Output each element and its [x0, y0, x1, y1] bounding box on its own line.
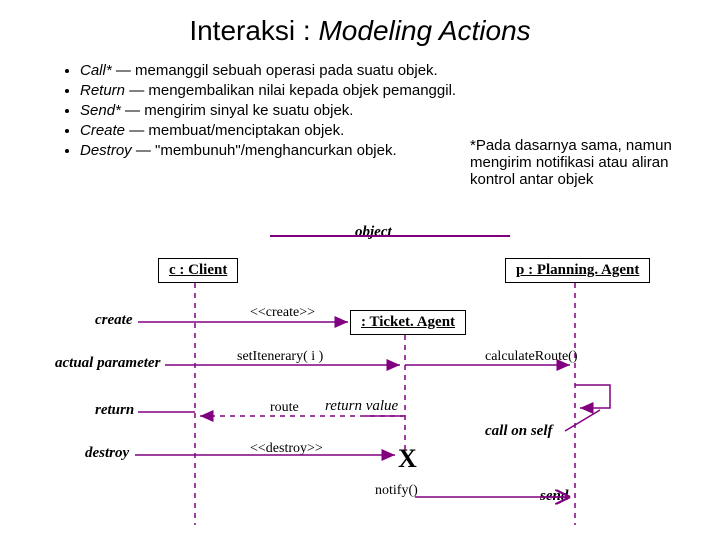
- label-call-on-self: call on self: [485, 423, 553, 440]
- bullet-text: — mengirim sinyal ke suatu objek.: [121, 102, 354, 119]
- msg-notify: notify(): [375, 483, 418, 499]
- bullet-text: — memanggil sebuah operasi pada suatu ob…: [112, 62, 438, 79]
- title-italic: Modeling Actions: [318, 15, 530, 46]
- bullet-em: Destroy: [80, 142, 132, 159]
- msg-setitenerary: setItenerary( i ): [237, 349, 323, 365]
- bullet-text: — membuat/menciptakan objek.: [125, 122, 344, 139]
- label-create: create: [95, 312, 132, 329]
- label-return: return: [95, 402, 134, 419]
- label-return-value: return value: [325, 398, 398, 415]
- label-destroy: destroy: [85, 445, 129, 462]
- bullet-em: Return: [80, 82, 125, 99]
- bullet-text: — mengembalikan nilai kepada objek peman…: [125, 82, 456, 99]
- object-client: c : Client: [158, 258, 238, 283]
- msg-destroy: <<destroy>>: [250, 441, 323, 457]
- msg-create: <<create>>: [250, 305, 315, 321]
- bullet-item: Return — mengembalikan nilai kepada obje…: [80, 82, 720, 99]
- label-object: object: [355, 224, 392, 241]
- destroy-x-icon: X: [398, 444, 417, 474]
- object-planning: p : Planning. Agent: [505, 258, 650, 283]
- msg-calculateroute: calculateRoute(): [485, 349, 578, 365]
- slide-title: Interaksi : Modeling Actions: [0, 0, 720, 47]
- msg-route: route: [270, 400, 299, 416]
- label-send: send: [540, 488, 568, 505]
- label-actual-parameter: actual parameter: [55, 355, 160, 372]
- bullet-item: Send* — mengirim sinyal ke suatu objek.: [80, 102, 720, 119]
- bullet-em: Call*: [80, 62, 112, 79]
- footnote: *Pada dasarnya sama, namun mengirim noti…: [470, 137, 690, 188]
- object-ticket: : Ticket. Agent: [350, 310, 466, 335]
- bullet-text: — "membunuh"/menghancurkan objek.: [132, 142, 397, 159]
- title-plain: Interaksi :: [189, 15, 318, 46]
- bullet-item: Call* — memanggil sebuah operasi pada su…: [80, 62, 720, 79]
- bullet-em: Send*: [80, 102, 121, 119]
- bullet-em: Create: [80, 122, 125, 139]
